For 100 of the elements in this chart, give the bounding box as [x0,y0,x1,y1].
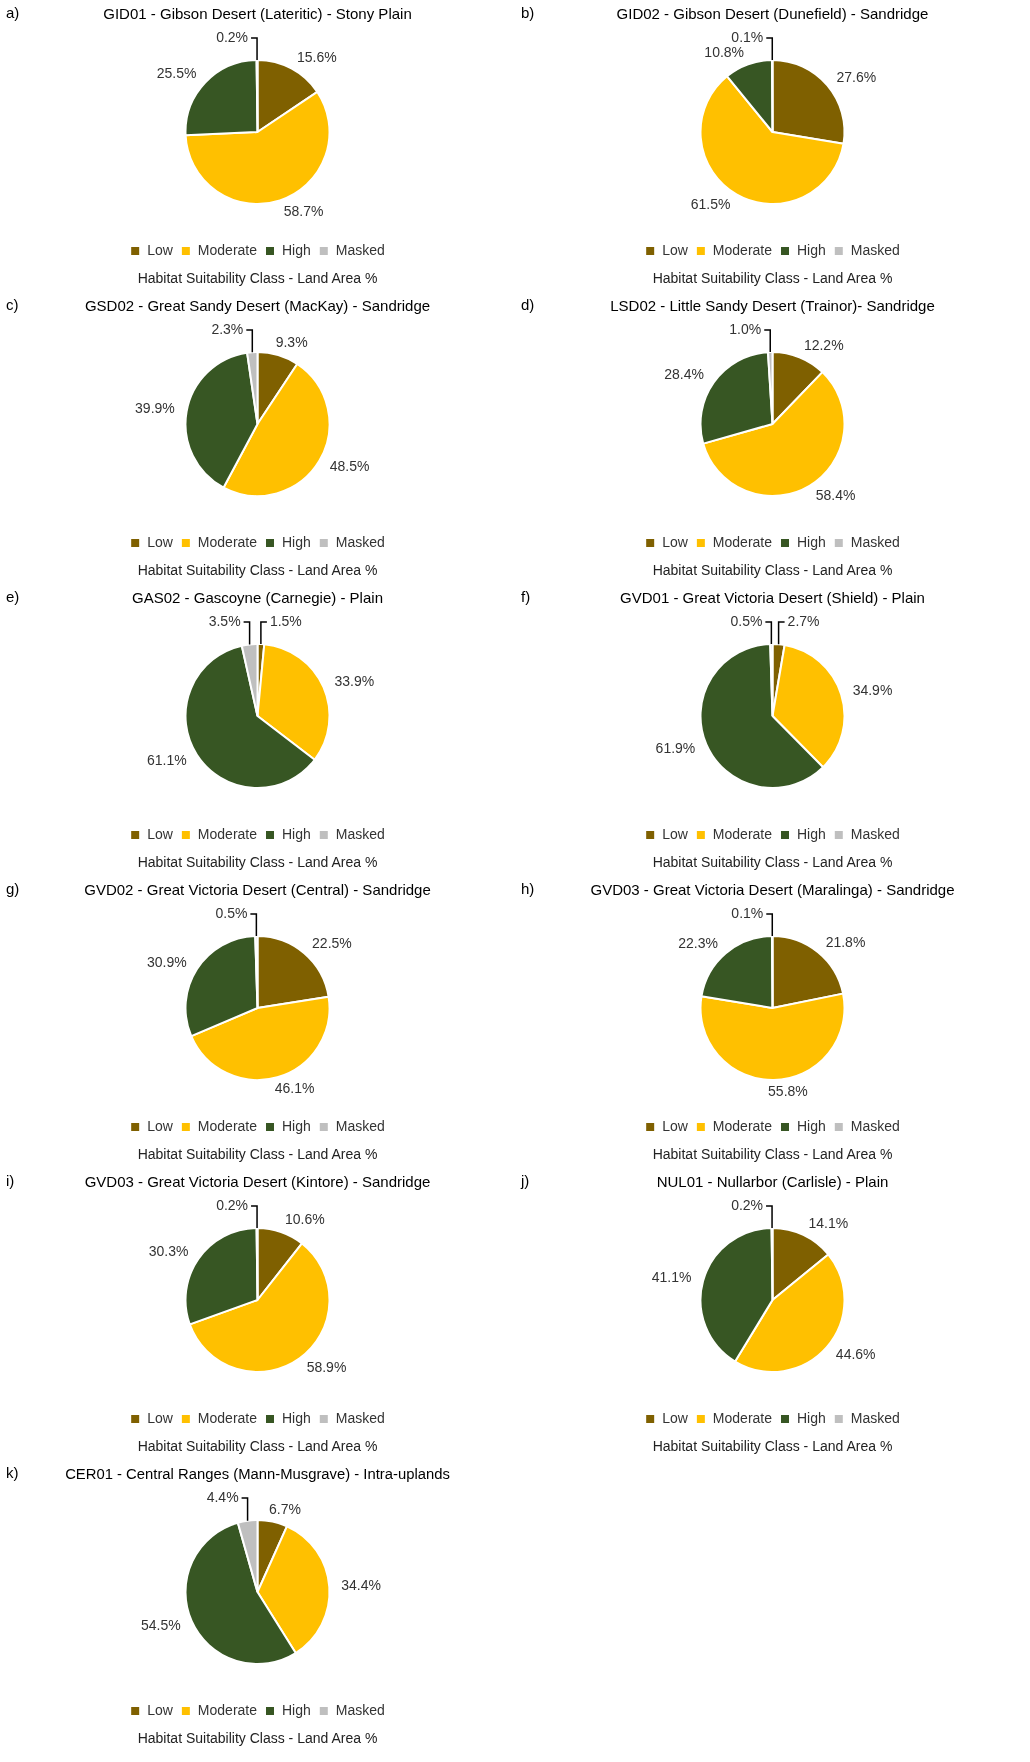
data-label: 6.7% [269,1500,301,1517]
legend-label: Low [147,825,174,842]
chart-title: CER01 - Central Ranges (Mann-Musgrave) - Intra-uplands [65,1466,450,1483]
legend-label: Moderate [197,1701,258,1718]
data-label: 21.8% [825,933,866,950]
legend-label: Low [147,1117,174,1134]
legend-label: Low [662,825,689,842]
legend-label: High [797,1117,826,1134]
data-label: 3.5% [208,612,241,629]
chart-title: GSD02 - Great Sandy Desert (MacKay) - Sandridge [84,297,431,315]
data-label: 44.6% [835,1346,876,1363]
legend-title: Habitat Suitability Class - Land Area % [136,1730,379,1746]
data-label: 10.6% [284,1211,325,1228]
data-label: 46.1% [274,1079,315,1096]
legend-label: High [797,533,826,550]
chart-title: GID02 - Gibson Desert (Dunefield) - Sandridge [616,5,929,23]
legend-label: Masked [335,241,385,258]
data-label: 58.7% [283,202,324,219]
legend-title: Habitat Suitability Class - Land Area % [651,1438,894,1454]
data-label: 22.5% [312,934,352,951]
text: i) [6,1172,15,1189]
text: e) [6,588,20,605]
legend-label: High [282,825,311,842]
legend-label: High [797,241,826,258]
data-label: 28.4% [664,366,704,383]
chart-title: GAS02 - Gascoyne (Carnegie) - Plain [132,589,383,607]
legend-title: Habitat Suitability Class - Land Area % [651,1146,894,1162]
legend-title: Habitat Suitability Class - Land Area % [136,270,379,286]
data-label: 0.2% [731,1196,764,1213]
data-label: 1.0% [729,320,762,337]
data-label: 0.1% [731,28,764,45]
legend-label: Masked [335,1409,385,1426]
legend-label: Moderate [712,533,773,550]
legend-title: Habitat Suitability Class - Land Area % [651,854,894,870]
data-label: 0.2% [216,1196,249,1213]
chart-title: LSD02 - Little Sandy Desert (Trainor)- Sandridge [610,297,935,315]
legend-label: Masked [850,825,900,842]
legend-label: Moderate [712,1409,773,1426]
data-label: 58.9% [306,1358,347,1375]
legend-label: High [282,241,311,258]
legend-label: High [282,533,311,550]
legend-label: Moderate [197,533,258,550]
legend-label: High [282,1117,311,1134]
data-label: 14.1% [808,1214,849,1231]
data-label: 61.5% [690,195,731,212]
legend-label: Low [662,1409,689,1426]
legend-label: Moderate [712,825,773,842]
text: a) [6,4,20,21]
chart-title: GVD02 - Great Victoria Desert (Central) - Sandridge [84,881,431,899]
text: g) [6,880,20,897]
chart-title: GVD01 - Great Victoria Desert (Shield) - Plain [620,589,925,607]
data-label: 27.6% [836,68,877,85]
data-label: 2.3% [211,320,244,337]
chart-title: NUL01 - Nullarbor (Carlisle) - Plain [656,1173,889,1191]
data-label: 48.5% [329,457,370,474]
legend-label: Moderate [197,1409,258,1426]
data-label: 61.1% [147,752,187,769]
legend-title: Habitat Suitability Class - Land Area % [136,1438,379,1454]
legend-label: Low [662,533,689,550]
legend-title: Habitat Suitability Class - Land Area % [136,1146,379,1162]
data-label: 9.3% [275,334,308,351]
text: f) [521,588,531,605]
legend-label: Masked [850,1117,900,1134]
legend-label: High [282,1701,311,1718]
legend-title: Habitat Suitability Class - Land Area % [651,562,894,578]
legend-label: Masked [850,1409,900,1426]
legend-label: Moderate [712,1117,773,1134]
data-label: 55.8% [768,1082,808,1099]
legend-label: Low [147,241,174,258]
data-label: 15.6% [297,48,337,65]
legend-label: Masked [335,825,385,842]
data-label: 34.9% [852,681,893,698]
data-label: 58.4% [815,486,856,503]
legend-label: Moderate [197,1117,258,1134]
data-label: 12.2% [803,336,844,353]
legend-label: Masked [335,533,385,550]
data-label: 2.7% [787,612,820,629]
text: k) [6,1464,19,1481]
legend-label: Moderate [712,241,773,258]
text: h) [521,880,535,897]
text: j) [521,1172,530,1189]
data-label: 34.4% [341,1577,381,1594]
legend-label: Masked [335,1117,385,1134]
text: b) [521,4,535,21]
data-label: 25.5% [156,65,197,82]
text: d) [521,296,535,313]
data-label: 4.4% [206,1488,239,1505]
legend-title: Habitat Suitability Class - Land Area % [651,270,894,286]
legend-label: High [797,825,826,842]
legend-title: Habitat Suitability Class - Land Area % [136,854,379,870]
legend-label: Low [662,1117,689,1134]
data-label: 30.3% [148,1242,189,1259]
legend-label: Low [147,1701,174,1718]
data-label: 0.5% [215,904,248,921]
legend-label: Moderate [197,825,258,842]
legend-label: Masked [850,241,900,258]
data-label: 41.1% [651,1268,692,1285]
data-label: 0.1% [731,904,764,921]
legend-title: Habitat Suitability Class - Land Area % [136,562,379,578]
data-label: 33.9% [334,673,375,690]
